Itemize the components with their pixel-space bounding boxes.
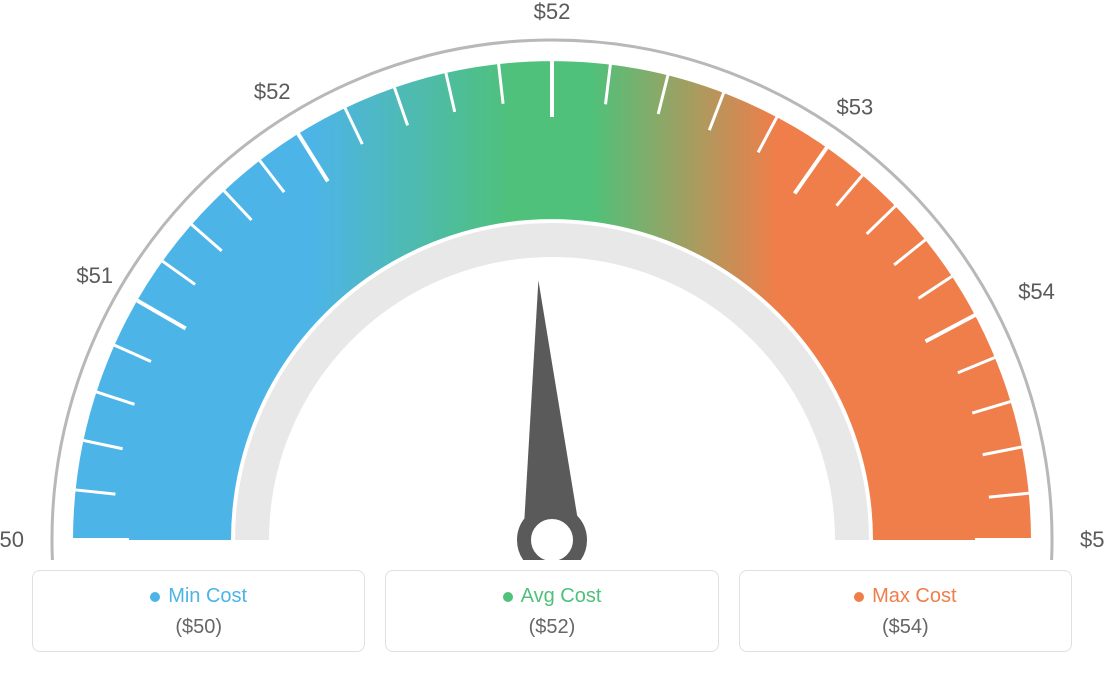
dot-max	[854, 592, 864, 602]
dot-avg	[503, 592, 513, 602]
legend-label-max: Max Cost	[872, 585, 956, 608]
svg-text:$51: $51	[76, 263, 113, 288]
legend-value-max: ($54)	[882, 616, 929, 639]
legend-card-avg: Avg Cost ($52)	[385, 570, 718, 652]
legend-label-min: Min Cost	[168, 585, 247, 608]
legend-value-min: ($50)	[175, 616, 222, 639]
svg-text:$50: $50	[0, 527, 24, 552]
svg-text:$54: $54	[1080, 527, 1104, 552]
svg-text:$52: $52	[534, 0, 571, 24]
legend-row: Min Cost ($50) Avg Cost ($52) Max Cost (…	[32, 570, 1072, 652]
legend-card-min: Min Cost ($50)	[32, 570, 365, 652]
svg-text:$53: $53	[836, 94, 873, 119]
svg-text:$52: $52	[254, 79, 291, 104]
svg-text:$54: $54	[1018, 279, 1055, 304]
legend-value-avg: ($52)	[529, 616, 576, 639]
legend-label-avg: Avg Cost	[521, 585, 602, 608]
legend-card-max: Max Cost ($54)	[739, 570, 1072, 652]
gauge-chart: $50 $51 $52 $52 $53 $54 $54	[0, 0, 1104, 560]
dot-min	[150, 592, 160, 602]
